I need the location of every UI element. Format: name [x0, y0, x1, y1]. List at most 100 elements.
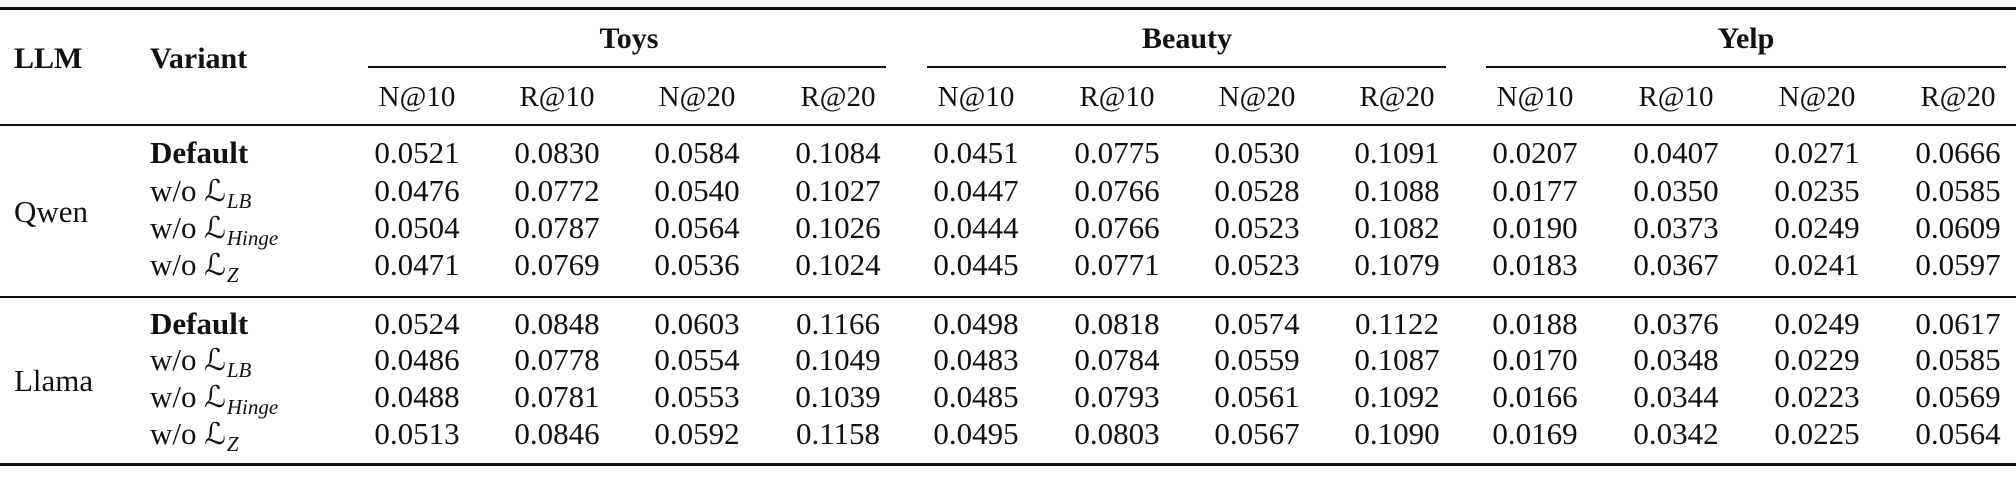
table-cell: 0.0567: [1214, 416, 1300, 451]
table-cell: 0.0818: [1074, 306, 1160, 341]
table-cell: 0.0775: [1074, 135, 1160, 170]
table-cell: 0.0476: [374, 173, 460, 208]
table-cell: 0.0536: [654, 247, 740, 282]
metric-header: N@10: [378, 81, 456, 113]
table-cell: 0.1158: [795, 416, 881, 451]
table-cell: 0.0781: [514, 379, 600, 414]
table-cell: 0.0223: [1774, 379, 1860, 414]
table-cell: 0.0521: [374, 135, 460, 170]
table-cell: 0.0513: [374, 416, 460, 451]
table-cell: 0.1082: [1354, 210, 1440, 245]
table-cell: 0.0485: [933, 379, 1019, 414]
table-cell: 0.0249: [1774, 210, 1860, 245]
table-cell: 0.1049: [795, 342, 881, 377]
variant-label: w/o ℒHinge: [150, 210, 279, 250]
table-cell: 0.0207: [1492, 135, 1578, 170]
table-cell: 0.1027: [795, 173, 881, 208]
header-rule: [0, 124, 2016, 126]
table-cell: 0.0451: [933, 135, 1019, 170]
table-cell: 0.0597: [1915, 247, 2001, 282]
metric-header: R@10: [1638, 81, 1714, 113]
table-cell: 0.0772: [514, 173, 600, 208]
table-cell: 0.0523: [1214, 247, 1300, 282]
table-cell: 0.0766: [1074, 173, 1160, 208]
llm-column-header: LLM: [14, 42, 83, 75]
table-cell: 0.0249: [1774, 306, 1860, 341]
table-cell: 0.0504: [374, 210, 460, 245]
table-cell: 0.0367: [1633, 247, 1719, 282]
variant-column-header: Variant: [150, 42, 248, 75]
table-cell: 0.0348: [1633, 342, 1719, 377]
table-cell: 0.0769: [514, 247, 600, 282]
variant-label: w/o ℒLB: [150, 173, 252, 213]
dataset-header: Beauty: [1142, 22, 1232, 55]
table-cell: 0.0190: [1492, 210, 1578, 245]
table-cell: 0.0561: [1214, 379, 1300, 414]
table-cell: 0.0169: [1492, 416, 1578, 451]
table-cell: 0.0592: [654, 416, 740, 451]
table-cell: 0.0471: [374, 247, 460, 282]
table-cell: 0.0569: [1915, 379, 2001, 414]
metric-header: R@10: [1079, 81, 1155, 113]
table-cell: 0.1092: [1354, 379, 1440, 414]
table-cell: 0.0540: [654, 173, 740, 208]
metric-header: N@10: [1496, 81, 1574, 113]
table-cell: 0.0666: [1915, 135, 2001, 170]
llm-name: Llama: [14, 363, 94, 398]
table-cell: 0.0271: [1774, 135, 1860, 170]
table-cell: 0.0554: [654, 342, 740, 377]
table-cell: 0.0574: [1214, 306, 1300, 341]
metric-header: N@20: [1218, 81, 1296, 113]
table-cell: 0.0603: [654, 306, 740, 341]
dataset-group-rule: [368, 66, 886, 68]
dataset-group-rule: [1486, 66, 2006, 68]
table-cell: 0.0241: [1774, 247, 1860, 282]
table-cell: 0.0793: [1074, 379, 1160, 414]
dataset-header: Toys: [599, 22, 659, 55]
table-cell: 0.0495: [933, 416, 1019, 451]
table-cell: 0.0523: [1214, 210, 1300, 245]
metric-header: N@20: [658, 81, 736, 113]
table-cell: 0.0803: [1074, 416, 1160, 451]
variant-label: Default: [150, 135, 249, 170]
table-cell: 0.0778: [514, 342, 600, 377]
table-cell: 0.0229: [1774, 342, 1860, 377]
table-cell: 0.1039: [795, 379, 881, 414]
table-cell: 0.1079: [1354, 247, 1440, 282]
table-cell: 0.0225: [1774, 416, 1860, 451]
table-cell: 0.1090: [1354, 416, 1440, 451]
table-cell: 0.0771: [1074, 247, 1160, 282]
table-cell: 0.1091: [1354, 135, 1440, 170]
table-cell: 0.0524: [374, 306, 460, 341]
metric-header: R@10: [519, 81, 595, 113]
table-cell: 0.0344: [1633, 379, 1719, 414]
table-cell: 0.0350: [1633, 173, 1719, 208]
variant-label: w/o ℒLB: [150, 342, 252, 382]
table-cell: 0.0553: [654, 379, 740, 414]
variant-label: w/o ℒHinge: [150, 379, 279, 419]
metric-header: N@20: [1778, 81, 1856, 113]
metric-header: R@20: [800, 81, 876, 113]
top-rule: [0, 7, 2016, 10]
table-cell: 0.0564: [654, 210, 740, 245]
table-cell: 0.0584: [654, 135, 740, 170]
table-cell: 0.0444: [933, 210, 1019, 245]
table-cell: 0.0235: [1774, 173, 1860, 208]
table-cell: 0.0528: [1214, 173, 1300, 208]
table-cell: 0.0766: [1074, 210, 1160, 245]
table-cell: 0.0846: [514, 416, 600, 451]
table-cell: 0.0559: [1214, 342, 1300, 377]
dataset-group-rule: [927, 66, 1446, 68]
table-cell: 0.0447: [933, 173, 1019, 208]
table-cell: 0.1024: [795, 247, 881, 282]
table-cell: 0.0407: [1633, 135, 1719, 170]
table-cell: 0.0564: [1915, 416, 2001, 451]
table-cell: 0.0784: [1074, 342, 1160, 377]
table-cell: 0.0342: [1633, 416, 1719, 451]
table-cell: 0.0530: [1214, 135, 1300, 170]
table-cell: 0.0188: [1492, 306, 1578, 341]
metric-header: R@20: [1920, 81, 1996, 113]
bottom-rule: [0, 463, 2016, 466]
table-cell: 0.0830: [514, 135, 600, 170]
llm-name: Qwen: [14, 194, 89, 229]
